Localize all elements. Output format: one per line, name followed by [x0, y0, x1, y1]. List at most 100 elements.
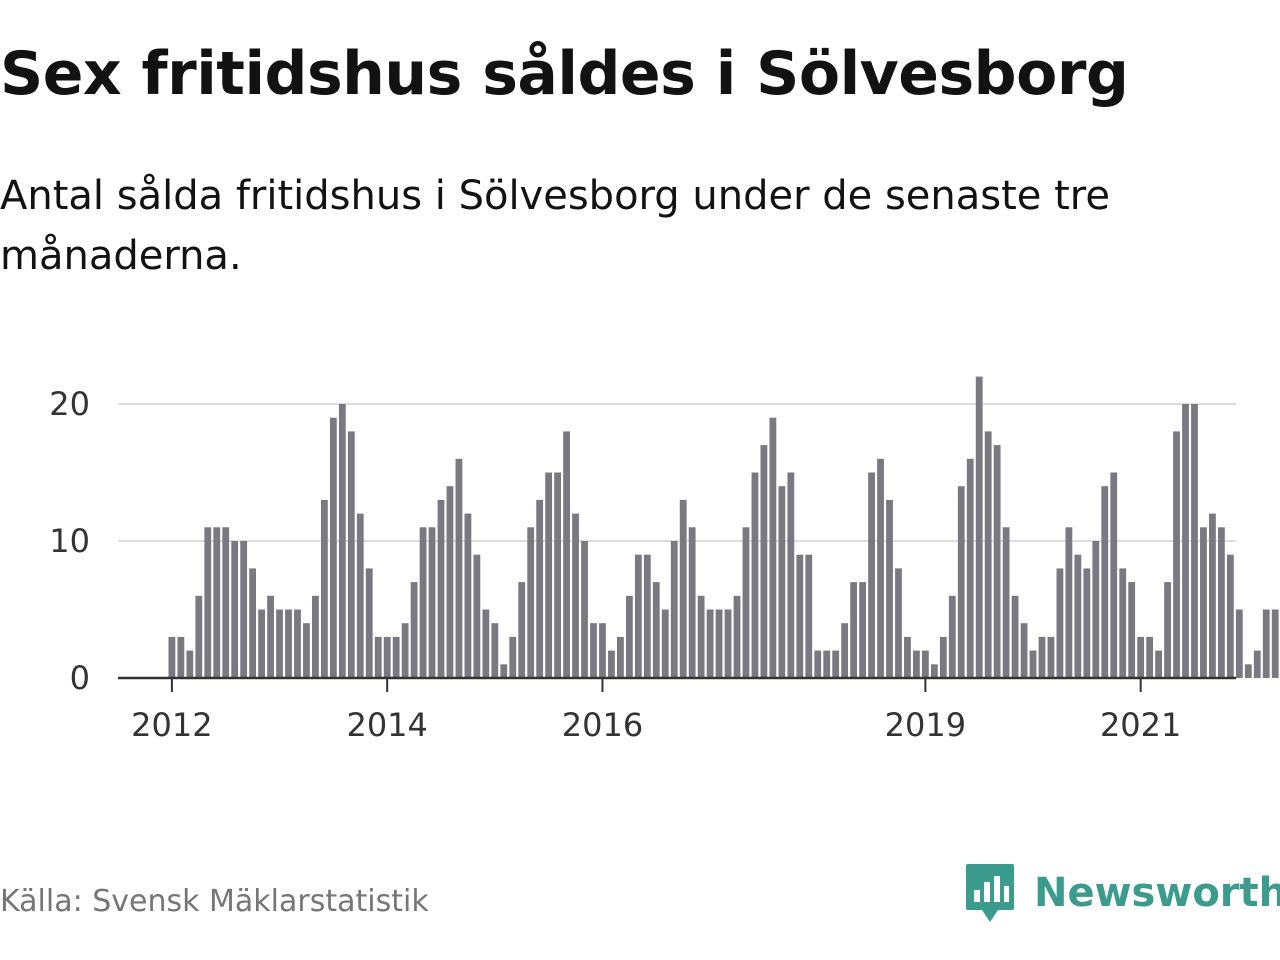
- bar: [984, 431, 992, 678]
- bar: [285, 609, 292, 678]
- y-tick-label: 0: [70, 659, 90, 697]
- bar: [823, 650, 831, 678]
- bar: [796, 554, 804, 678]
- x-tick-label: 2021: [1100, 706, 1181, 744]
- y-tick-label: 20: [49, 385, 90, 423]
- bar: [473, 554, 481, 678]
- bar: [939, 636, 947, 678]
- bar: [491, 623, 499, 678]
- x-tick-label: 2014: [346, 706, 427, 744]
- bar: [410, 582, 418, 678]
- source-note: Källa: Svensk Mäklarstatistik: [0, 884, 429, 919]
- bar: [1029, 650, 1037, 678]
- chart-title: Sex fritidshus såldes i Sölvesborg: [0, 39, 1129, 109]
- labels: 010202012201420162019202120236: [49, 385, 1181, 744]
- bar: [545, 472, 553, 678]
- bar: [222, 527, 230, 678]
- newsworthy-bar-chart-logo-icon: [966, 864, 1014, 922]
- bar: [303, 623, 310, 678]
- bar-chart: 010202012201420162019202120236: [49, 376, 1279, 744]
- bar: [966, 458, 974, 678]
- bar: [527, 527, 535, 678]
- bar: [581, 541, 588, 678]
- bar: [1137, 636, 1145, 678]
- bar: [634, 554, 642, 678]
- bar: [1191, 404, 1198, 678]
- bar: [1155, 650, 1162, 678]
- bar: [868, 472, 875, 678]
- bar: [814, 650, 822, 678]
- bar: [276, 609, 283, 678]
- bar: [1164, 582, 1171, 678]
- bar: [733, 595, 741, 678]
- bar: [859, 582, 866, 678]
- bar: [760, 445, 768, 678]
- bar: [374, 636, 382, 678]
- bar: [294, 609, 301, 678]
- bar: [419, 527, 427, 678]
- bar: [1262, 609, 1270, 678]
- bar: [697, 595, 705, 678]
- y-tick-label: 10: [49, 522, 90, 560]
- bar: [1235, 609, 1243, 678]
- bar: [1110, 472, 1118, 678]
- bar: [975, 376, 983, 678]
- bar: [625, 595, 633, 678]
- bar: [1101, 486, 1109, 678]
- bar: [518, 582, 526, 678]
- bar: [957, 486, 965, 678]
- bar: [1056, 568, 1064, 678]
- bar: [1128, 582, 1136, 678]
- bar: [608, 650, 615, 678]
- bar: [1200, 527, 1207, 678]
- bar: [652, 582, 660, 678]
- bar: [437, 499, 445, 678]
- bar: [661, 609, 669, 678]
- bar: [1146, 636, 1154, 678]
- bar: [1074, 554, 1082, 678]
- bar: [688, 527, 696, 678]
- x-tick-label: 2016: [562, 706, 643, 744]
- bar: [1217, 527, 1225, 678]
- bar: [895, 568, 902, 678]
- bar: [886, 499, 893, 678]
- x-tick-label: 2019: [885, 706, 966, 744]
- bar: [320, 499, 328, 678]
- bar: [231, 541, 239, 678]
- brand-logo[interactable]: Newsworthy: [964, 862, 1280, 924]
- bar: [1209, 513, 1216, 678]
- bars: [168, 376, 1279, 678]
- bar: [1173, 431, 1180, 678]
- bar: [554, 472, 562, 678]
- bar: [643, 554, 651, 678]
- x-axis: [118, 676, 1236, 692]
- bar: [356, 513, 364, 678]
- bar: [751, 472, 759, 678]
- bar: [347, 431, 355, 678]
- bar: [1002, 527, 1010, 678]
- bar: [706, 609, 714, 678]
- bar: [213, 527, 221, 678]
- bar: [446, 486, 454, 678]
- brand-name: Newsworthy: [1034, 870, 1280, 916]
- bar: [742, 527, 750, 678]
- bar: [805, 554, 813, 678]
- bar: [563, 431, 570, 678]
- bar: [572, 513, 579, 678]
- bar: [599, 623, 606, 678]
- bar: [464, 513, 472, 678]
- bar: [267, 595, 274, 678]
- bar: [392, 636, 400, 678]
- bar: [1182, 404, 1189, 678]
- bar: [832, 650, 840, 678]
- bar: [177, 636, 185, 678]
- bar: [1020, 623, 1028, 678]
- bar: [240, 541, 248, 678]
- bar: [787, 472, 795, 678]
- bar: [670, 541, 678, 678]
- bar: [186, 650, 194, 678]
- chart-subtitle: Antal sålda fritidshus i Sölvesborg unde…: [0, 173, 1110, 279]
- bar: [877, 458, 884, 678]
- bar: [258, 609, 265, 678]
- bar: [617, 636, 624, 678]
